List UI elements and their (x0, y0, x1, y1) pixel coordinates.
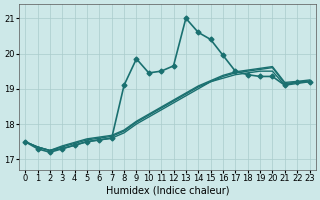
X-axis label: Humidex (Indice chaleur): Humidex (Indice chaleur) (106, 186, 229, 196)
